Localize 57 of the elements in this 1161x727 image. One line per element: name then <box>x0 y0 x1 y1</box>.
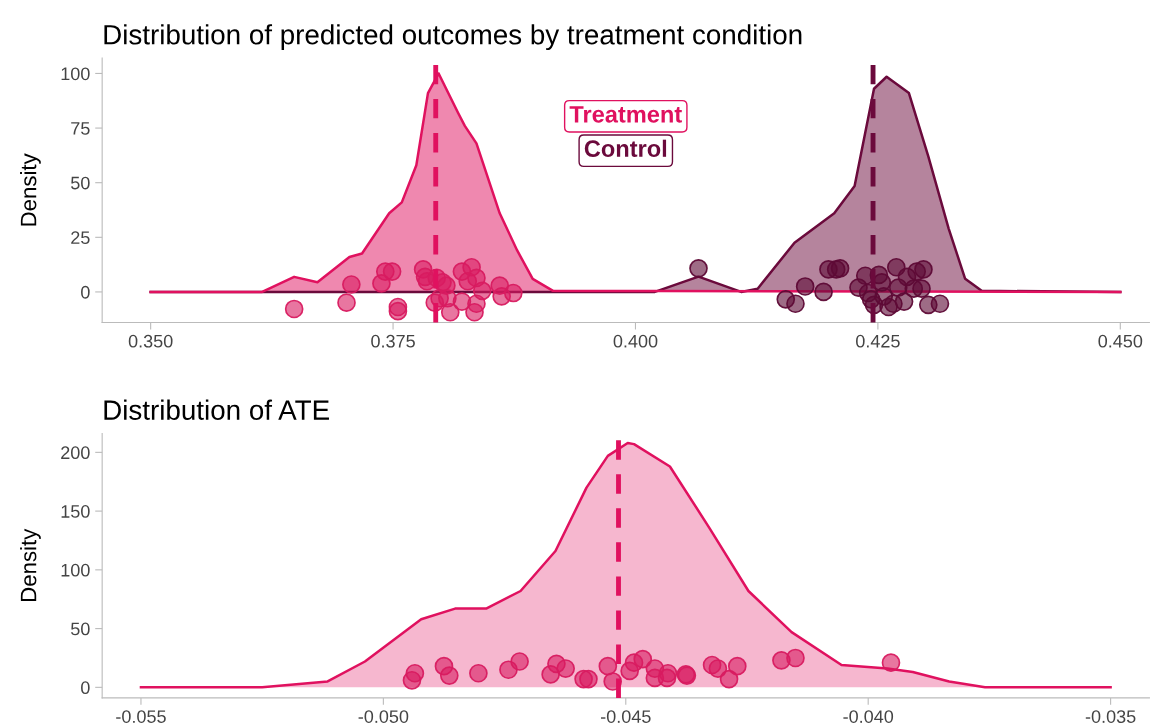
point <box>598 656 618 676</box>
x-tick-label: -0.050 <box>358 710 409 723</box>
y-tick-label: 0 <box>81 681 90 695</box>
point <box>556 659 576 678</box>
point <box>914 260 933 279</box>
x-tick-label: -0.045 <box>600 710 651 723</box>
chart-title: Distribution of ATE <box>104 399 329 420</box>
point <box>786 648 805 668</box>
y-tick-label: 25 <box>71 231 90 245</box>
y-tick-label: 75 <box>71 122 90 135</box>
point <box>439 666 459 685</box>
point <box>579 669 598 689</box>
point <box>786 294 805 314</box>
y-tick-label: 50 <box>71 176 90 190</box>
x-tick-label: 0.450 <box>1098 334 1143 348</box>
point <box>881 653 901 673</box>
x-tick-label: -0.035 <box>1085 710 1136 723</box>
point <box>830 259 850 278</box>
point <box>469 663 488 683</box>
y-tick-label: 100 <box>61 67 90 81</box>
point <box>284 299 304 319</box>
y-axis-title: Density <box>20 528 41 601</box>
point <box>633 649 653 669</box>
y-tick-label: 150 <box>61 505 90 518</box>
point <box>382 262 402 281</box>
text: Treatment <box>569 106 682 123</box>
x-tick-label: 0.400 <box>613 334 658 348</box>
point <box>337 293 356 312</box>
text: Control <box>584 139 667 158</box>
point <box>440 302 460 322</box>
point <box>814 282 833 302</box>
point <box>472 281 492 301</box>
y-tick-label: 0 <box>81 285 90 299</box>
x-tick-label: 0.375 <box>371 334 415 348</box>
point <box>503 283 523 303</box>
x-tick-label: 0.350 <box>128 334 173 348</box>
point <box>912 279 931 298</box>
point <box>930 294 950 314</box>
point <box>465 302 484 322</box>
chart-title: Distribution of predicted outcomes by treatment condition <box>104 24 802 51</box>
point <box>727 656 747 676</box>
point <box>342 275 361 294</box>
point <box>405 663 425 683</box>
point <box>719 669 739 689</box>
y-tick-label: 200 <box>61 446 90 460</box>
x-tick-label: -0.040 <box>843 710 894 723</box>
point <box>657 668 677 688</box>
point <box>894 292 914 311</box>
point <box>795 277 815 296</box>
y-axis-title: Density <box>20 153 41 226</box>
point <box>689 259 708 278</box>
point <box>510 652 529 671</box>
y-tick-label: 50 <box>71 622 90 636</box>
point <box>708 659 728 678</box>
y-tick-label: 100 <box>61 563 90 577</box>
x-tick-label: 0.425 <box>856 334 900 348</box>
x-tick-label: -0.055 <box>116 710 166 723</box>
